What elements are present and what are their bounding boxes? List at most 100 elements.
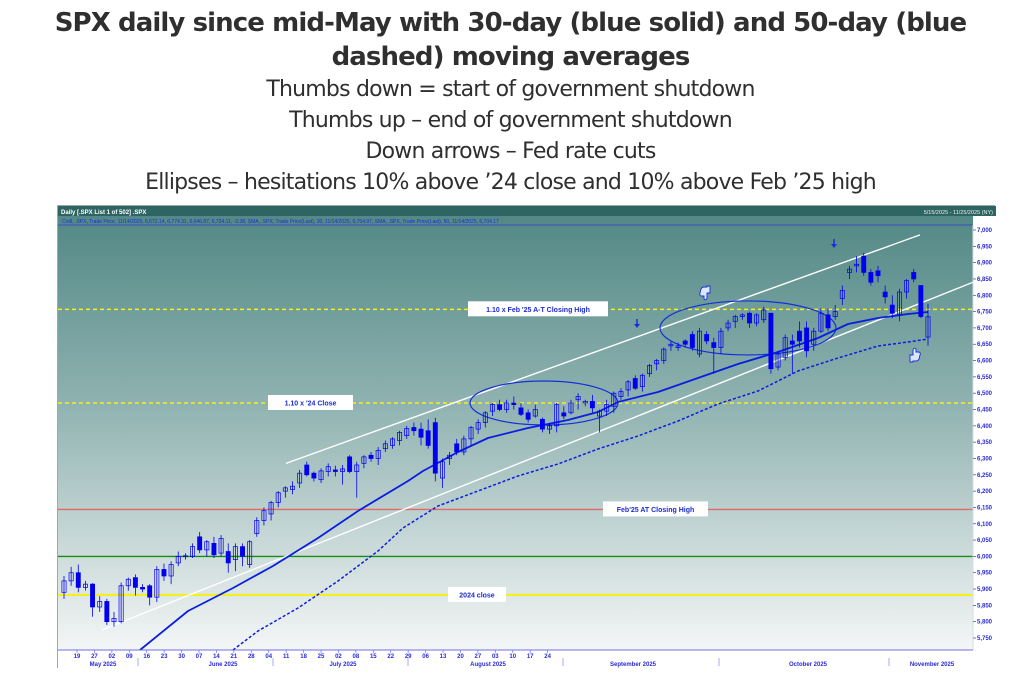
candle-up: [61, 580, 67, 593]
candle-up: [775, 353, 781, 368]
x-tick-label: 10: [509, 654, 516, 660]
date-range: 5/15/2025 - 11/25/2025 (NY): [924, 210, 993, 216]
candle-up: [732, 316, 738, 322]
y-tick-label: 6,000: [977, 554, 993, 560]
y-tick-label: 6,550: [977, 375, 993, 381]
candle-down: [518, 407, 524, 415]
candle-up: [118, 585, 124, 623]
x-tick-label: 27: [475, 654, 482, 660]
candle-up: [204, 541, 210, 551]
y-tick-label: 5,950: [977, 571, 993, 577]
y-tick-label: 6,600: [977, 359, 993, 365]
candle-down: [682, 340, 688, 345]
candle-up: [532, 409, 538, 417]
candle-up: [218, 538, 224, 554]
title-block: SPX daily since mid-May with 30-day (blu…: [0, 0, 1021, 198]
candle-up: [97, 601, 103, 608]
x-tick-label: 13: [440, 654, 447, 660]
candle-down: [411, 427, 417, 432]
candle-up: [397, 432, 403, 441]
line-label-box: [448, 586, 506, 602]
sma50-line: [232, 338, 929, 651]
candle-down: [632, 378, 638, 389]
candle-up: [818, 312, 824, 332]
y-tick-label: 5,800: [977, 620, 993, 626]
y-tick-label: 6,050: [977, 538, 993, 544]
candle-down: [147, 585, 153, 598]
subtitle-thumbs-down: Thumbs down = start of government shutdo…: [266, 77, 755, 102]
candle-down: [418, 428, 424, 438]
x-tick-label: 11: [283, 654, 290, 660]
sma30-line: [139, 311, 929, 651]
candle-up: [439, 461, 445, 479]
chart-title: SPX daily since mid-May with 30-day (blu…: [54, 8, 967, 72]
candle-down: [561, 412, 567, 417]
candle-up: [354, 464, 360, 472]
candle-down: [425, 430, 431, 446]
line-label-box: [603, 501, 708, 517]
x-tick-label: 27: [91, 654, 98, 660]
x-tick-label: 28: [248, 654, 255, 660]
candle-up: [111, 618, 117, 623]
month-label: July 2025: [329, 662, 357, 668]
y-tick-label: 6,650: [977, 342, 993, 348]
candle-down: [511, 402, 517, 405]
x-tick-label: 14: [213, 654, 220, 660]
x-tick-label: 16: [143, 654, 150, 660]
y-tick-label: 6,700: [977, 326, 993, 332]
candle-up: [168, 564, 174, 577]
candle-up: [182, 555, 188, 558]
candle-up: [554, 404, 560, 427]
y-tick-label: 6,800: [977, 293, 993, 299]
month-label: June 2025: [208, 662, 238, 668]
candle-down: [311, 472, 317, 479]
line-label-box: [468, 301, 608, 317]
candle-up: [754, 314, 760, 324]
candle-down: [90, 583, 96, 608]
candle-down: [889, 304, 895, 314]
x-tick-label: 18: [300, 654, 307, 660]
candle-up: [661, 348, 667, 361]
x-tick-label: 15: [370, 654, 377, 660]
candle-down: [211, 542, 217, 556]
candle-down: [861, 255, 867, 273]
candle-down: [104, 601, 110, 623]
candle-down: [768, 312, 774, 370]
candle-up: [325, 466, 331, 472]
candle-up: [382, 443, 388, 450]
line-label: Feb'25 AT Closing High: [617, 507, 695, 514]
candle-up: [618, 391, 624, 397]
candle-up: [404, 428, 410, 436]
candle-up: [318, 470, 324, 481]
candle-up: [375, 449, 381, 459]
candle-down: [197, 536, 203, 551]
candle-down: [368, 454, 374, 459]
candle-down: [454, 443, 460, 453]
candle-down: [689, 334, 695, 348]
candle-down: [911, 272, 917, 280]
candle-down: [747, 312, 752, 324]
y-tick-label: 6,450: [977, 408, 993, 414]
y-tick-label: 6,950: [977, 244, 993, 250]
candle-up: [390, 438, 395, 446]
candle-up: [647, 365, 652, 374]
candle-down: [825, 314, 831, 329]
y-tick-label: 6,400: [977, 424, 993, 430]
candle-up: [782, 337, 788, 358]
candle-down: [432, 422, 438, 474]
candle-up: [489, 404, 495, 412]
candle-down: [132, 577, 138, 588]
candle-up: [175, 556, 181, 564]
candle-down: [797, 330, 802, 342]
candle-up: [482, 412, 488, 423]
y-tick-label: 6,900: [977, 261, 993, 267]
y-tick-label: 5,850: [977, 603, 993, 609]
candle-up: [447, 454, 453, 459]
candle-up: [154, 569, 160, 598]
candle-up: [668, 343, 674, 347]
candle-up: [654, 360, 660, 365]
x-tick-label: 04: [265, 654, 272, 660]
plot-area: [58, 206, 973, 650]
y-tick-label: 6,100: [977, 522, 993, 528]
x-tick-label: 29: [405, 654, 412, 660]
